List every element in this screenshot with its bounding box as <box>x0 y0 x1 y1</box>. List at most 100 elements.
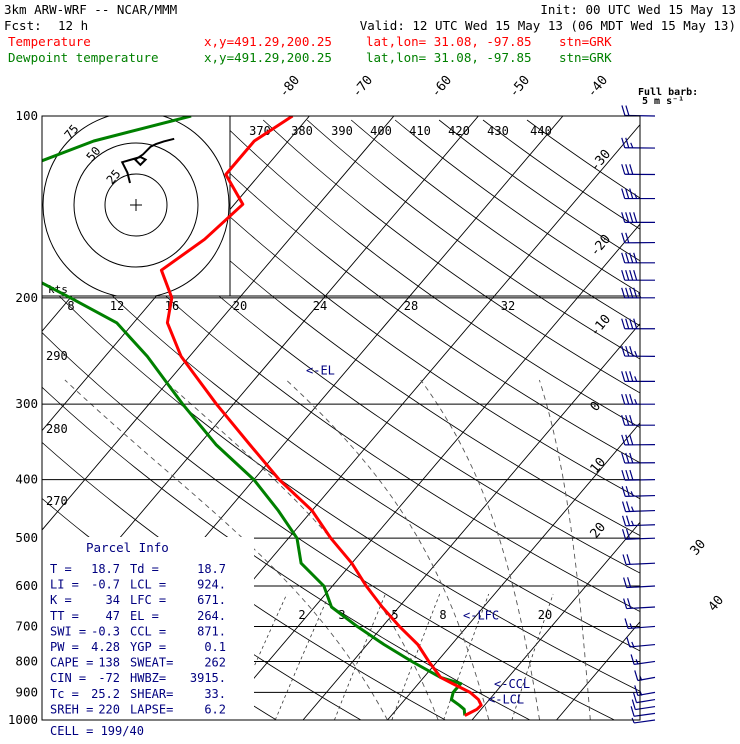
parcel-value: TT = <box>50 609 79 623</box>
parcel-title: Parcel Info <box>86 540 169 555</box>
parcel-value: SHEAR= <box>130 687 173 701</box>
theta-label: 410 <box>409 124 431 138</box>
wind-barb-flag <box>630 470 633 480</box>
hodograph-tick: 24 <box>313 299 327 313</box>
theta-label: 290 <box>46 349 68 363</box>
xy-green: x,y=491.29,200.25 <box>204 50 332 65</box>
stn-red: stn=GRK <box>559 34 612 49</box>
pressure-label: 300 <box>15 396 38 411</box>
parcel-value: 47 <box>106 609 120 623</box>
parcel-value: 4.28 <box>91 640 120 654</box>
isotherm-label: -50 <box>507 73 534 101</box>
wind-barb <box>634 713 655 716</box>
wind-barb-flag <box>627 554 630 564</box>
wind-barb-flag <box>622 253 625 263</box>
dry-adiabat <box>175 120 740 720</box>
dry-adiabat <box>351 120 740 720</box>
isotherm-line <box>472 116 740 720</box>
wind-barb-flag <box>630 270 633 280</box>
wind-barb-flag <box>626 106 629 116</box>
model-title: 3km ARW-WRF -- NCAR/MMM <box>4 2 177 17</box>
wind-barb-flag <box>625 618 628 628</box>
parcel-value: 3915. <box>190 671 226 685</box>
isotherm-label: -10 <box>588 312 615 340</box>
isotherm-label: 30 <box>688 537 710 559</box>
fcst-label: Fcst: <box>4 18 42 33</box>
hodograph-tick: 28 <box>404 299 418 313</box>
parcel-value: K = <box>50 593 72 607</box>
wind-barb-flag <box>626 319 629 329</box>
parcel-value: 924. <box>197 578 226 592</box>
parcel-value: Tc = <box>50 687 79 701</box>
wind-barb-half <box>635 399 637 404</box>
parcel-value: 262 <box>204 656 226 670</box>
parcel-value: 34 <box>106 593 120 607</box>
wind-barb-flag <box>631 706 634 716</box>
wind-barb-flag <box>622 105 625 115</box>
theta-label: 280 <box>46 422 68 436</box>
wind-barb-flag <box>634 212 637 222</box>
isotherm-label: -30 <box>588 147 615 175</box>
hodograph-tick: 32 <box>501 299 515 313</box>
parcel-value: LI = <box>50 578 79 592</box>
pressure-label: 200 <box>15 290 38 305</box>
wind-barb-flag <box>623 516 626 526</box>
isotherm-label: 10 <box>588 455 610 477</box>
moist-adiabat <box>421 380 540 720</box>
pressure-label: 800 <box>15 653 38 668</box>
wind-barb-flag <box>630 415 633 425</box>
isotherm-label: 0 <box>588 399 605 415</box>
parcel-value: CCL = <box>130 624 166 638</box>
pressure-label: 600 <box>15 578 38 593</box>
mixing-ratio-label: 20 <box>538 608 552 622</box>
parcel-value: LCL = <box>130 578 166 592</box>
wind-barb-flag <box>623 502 626 512</box>
parcel-value: YGP = <box>130 640 166 654</box>
theta-label: 420 <box>448 124 470 138</box>
parcel-value: 33. <box>204 687 226 701</box>
wind-barb-half <box>635 351 637 356</box>
hodograph-tick: 20 <box>233 299 247 313</box>
pressure-label: 900 <box>15 684 38 699</box>
parcel-value: PW = <box>50 640 79 654</box>
wind-barb-flag <box>632 700 635 710</box>
barb-note-2: 5 m s⁻¹ <box>642 96 684 107</box>
wind-barb-flag <box>626 470 629 480</box>
wind-barb-flag <box>634 270 637 280</box>
wind-barb-flag <box>626 453 629 463</box>
pressure-label: 700 <box>15 618 38 633</box>
wind-barb-flag <box>622 164 625 174</box>
level-annotation: <-LFC <box>463 608 499 622</box>
parcel-value: LAPSE= <box>130 702 173 716</box>
mixing-ratio-label: 8 <box>439 608 446 622</box>
parcel-value: 138 <box>98 656 120 670</box>
wind-barb-flag <box>622 371 625 381</box>
pressure-label: 100 <box>15 108 38 123</box>
wind-barb-flag <box>622 233 625 243</box>
wind-barb-flag <box>626 164 629 174</box>
pressure-label: 500 <box>15 530 38 545</box>
parcel-value: -0.7 <box>91 578 120 592</box>
wind-barb-flag <box>627 637 630 647</box>
wind-barb-half <box>635 376 637 381</box>
wind-barb-flag <box>628 598 631 608</box>
wind-barb-flag <box>622 486 625 496</box>
wind-barb <box>637 700 655 703</box>
wind-barb-flag <box>635 685 638 695</box>
wind-barb-flag <box>635 670 638 680</box>
wind-barb <box>635 707 655 710</box>
parcel-value: 0.1 <box>204 640 226 654</box>
theta-label: 390 <box>331 124 353 138</box>
init-time: Init: 00 UTC Wed 15 May 13 <box>540 2 736 17</box>
isotherm-label: -40 <box>585 73 612 101</box>
wind-barb-flag <box>630 189 633 199</box>
parcel-value: SWEAT= <box>130 656 173 670</box>
wind-barb-flag <box>630 394 633 404</box>
parcel-value: 220 <box>98 702 120 716</box>
wind-barb-flag <box>626 270 629 280</box>
pressure-label: 400 <box>15 472 38 487</box>
wind-barb-flag <box>622 453 625 463</box>
isotherm-line <box>219 116 732 720</box>
